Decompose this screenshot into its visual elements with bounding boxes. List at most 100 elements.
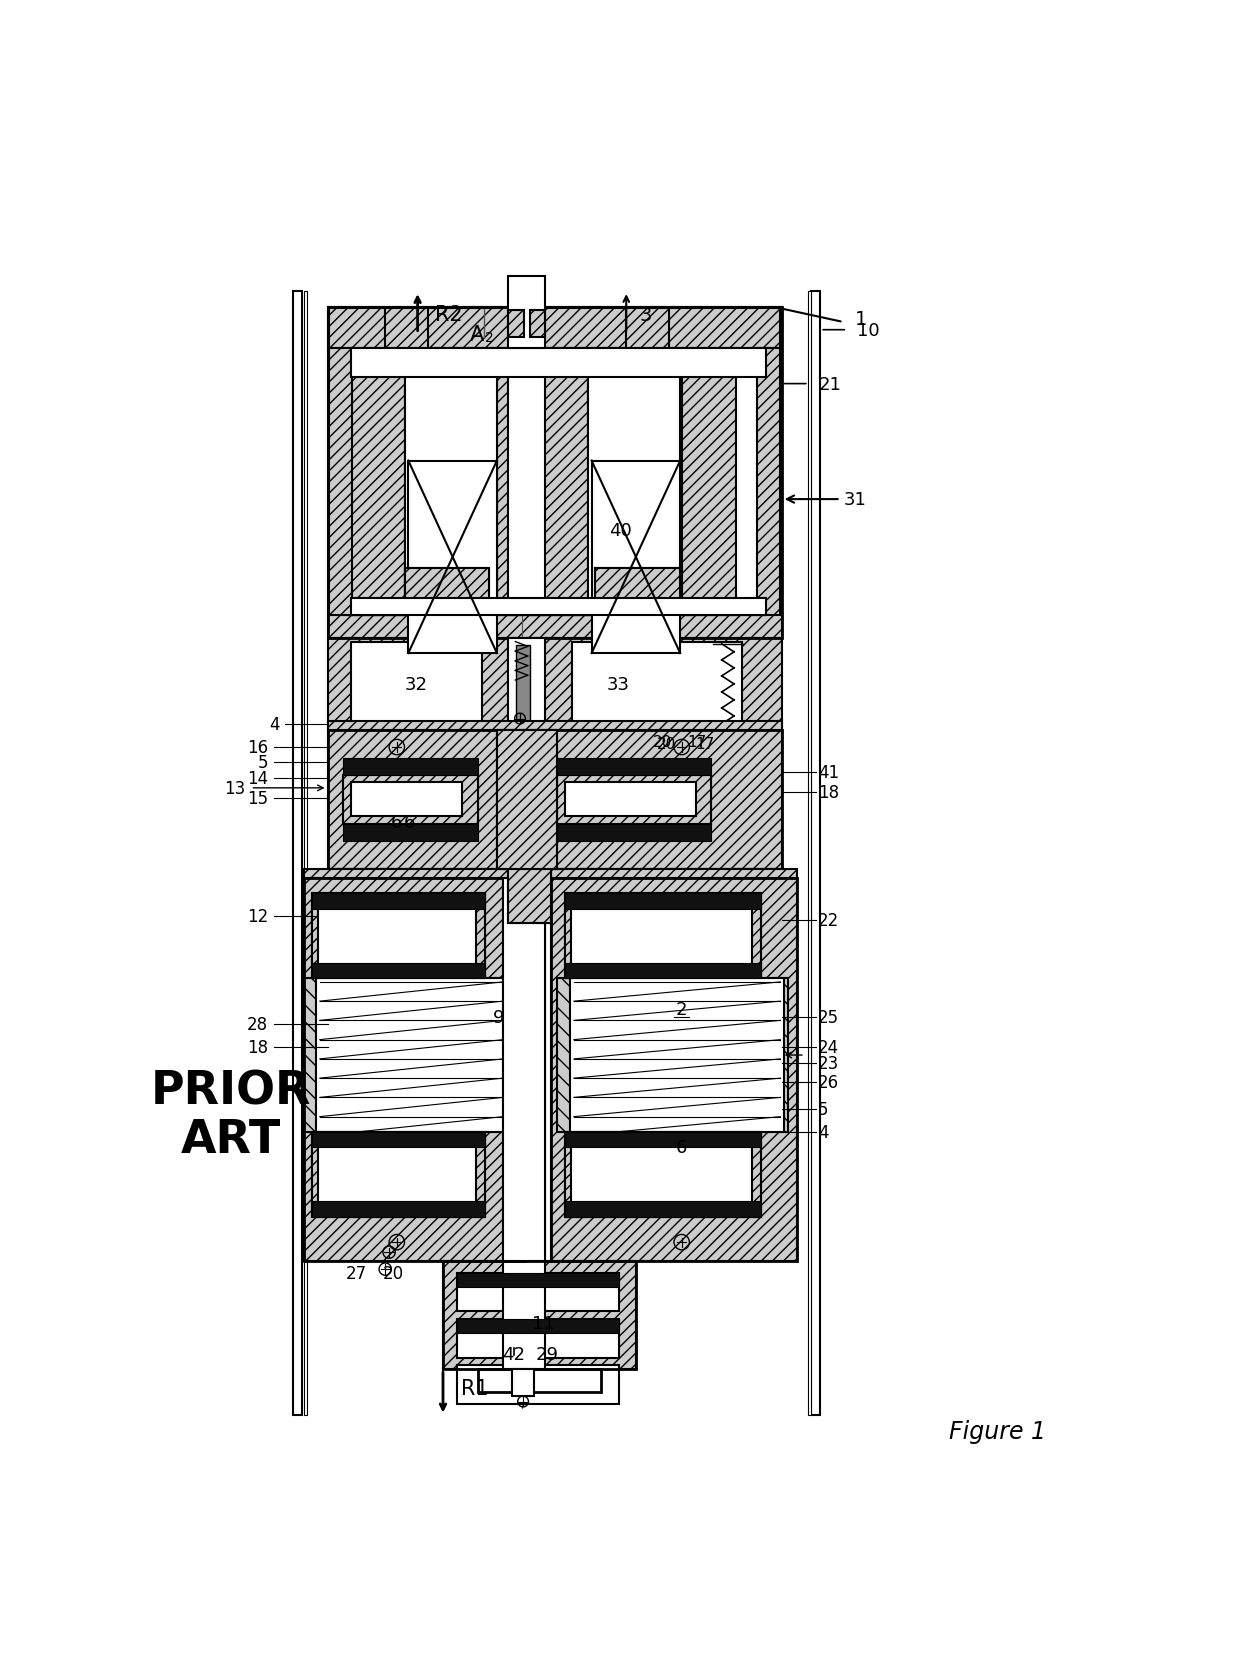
Text: 2: 2 (485, 331, 494, 344)
Text: 23: 23 (818, 1053, 839, 1072)
Text: 4: 4 (818, 1123, 828, 1142)
Bar (557, 775, 711, 825)
Bar (529, 311, 546, 338)
Bar (564, 1133, 761, 1148)
Bar (503, 879, 546, 1261)
Bar (343, 825, 477, 842)
Text: 4: 4 (269, 716, 280, 734)
Text: 20: 20 (657, 737, 676, 752)
Bar (351, 784, 463, 817)
Text: 27: 27 (346, 1265, 367, 1283)
Bar (351, 599, 766, 616)
Bar (304, 978, 508, 1133)
Text: 41: 41 (818, 764, 839, 782)
Text: 29: 29 (536, 1345, 558, 1363)
Text: 11: 11 (532, 1315, 554, 1333)
Bar (811, 291, 821, 1416)
Text: A: A (470, 324, 484, 344)
Text: 32: 32 (404, 676, 428, 694)
Bar (456, 1273, 619, 1286)
Bar (293, 291, 303, 1416)
Bar (503, 730, 546, 1369)
Bar (312, 1133, 485, 1216)
Bar (503, 730, 546, 869)
Bar (327, 869, 781, 879)
Bar (386, 310, 428, 349)
Bar (508, 862, 551, 924)
Text: PRIOR
ART: PRIOR ART (151, 1068, 311, 1161)
Bar (557, 825, 711, 842)
Text: 14: 14 (247, 769, 268, 787)
Bar (497, 730, 557, 869)
Text: 10: 10 (857, 321, 880, 339)
Bar (404, 569, 490, 599)
Bar (626, 310, 668, 349)
Bar (343, 775, 477, 825)
Bar (570, 1138, 751, 1206)
Bar (456, 1366, 619, 1404)
Bar (456, 1320, 619, 1358)
Bar (443, 1261, 635, 1369)
Bar (508, 311, 523, 338)
Text: 13: 13 (224, 779, 246, 797)
Bar (343, 775, 477, 825)
Bar (557, 978, 787, 1133)
Bar (456, 1320, 619, 1333)
Bar (564, 1133, 761, 1216)
Bar (351, 349, 404, 616)
Bar (682, 349, 735, 616)
Text: 31: 31 (787, 491, 867, 509)
Bar (351, 642, 481, 727)
Bar (329, 349, 352, 616)
Bar (570, 978, 784, 1133)
Bar (404, 569, 490, 599)
Bar (758, 349, 780, 616)
Bar (564, 784, 696, 817)
Bar (497, 730, 557, 869)
Text: 25: 25 (818, 1008, 839, 1027)
Bar (343, 759, 477, 775)
Bar (551, 730, 781, 869)
Bar (304, 291, 306, 1416)
Bar (564, 1201, 761, 1216)
Bar (312, 894, 485, 909)
Bar (316, 978, 507, 1133)
Text: 42: 42 (502, 1345, 526, 1363)
Bar (312, 894, 485, 978)
Text: 3: 3 (640, 306, 652, 324)
Text: 18: 18 (247, 1038, 268, 1057)
Bar (327, 730, 508, 869)
Text: 22: 22 (818, 912, 839, 930)
Text: 20: 20 (382, 1265, 403, 1283)
Text: 18: 18 (818, 784, 839, 802)
Bar (312, 1133, 485, 1148)
Bar (551, 879, 797, 1261)
Bar (327, 730, 508, 869)
Bar (508, 276, 546, 349)
Bar (516, 646, 529, 722)
Text: 5: 5 (258, 754, 268, 772)
Bar (327, 308, 781, 349)
Text: 9: 9 (492, 1008, 505, 1027)
Bar (312, 1133, 485, 1216)
Text: 12: 12 (247, 909, 268, 925)
Bar (595, 569, 681, 599)
Bar (477, 1369, 601, 1393)
Bar (327, 308, 781, 639)
Bar (808, 291, 811, 1416)
Text: 28: 28 (247, 1015, 268, 1033)
Bar (345, 349, 405, 616)
Text: R1: R1 (461, 1378, 489, 1399)
Bar (557, 759, 711, 775)
Bar (508, 639, 546, 730)
Bar (327, 308, 781, 639)
Bar (304, 879, 523, 1261)
Bar (312, 1201, 485, 1216)
Text: 40: 40 (609, 521, 631, 539)
Bar (497, 349, 588, 616)
Bar (351, 349, 766, 616)
Bar (564, 894, 761, 978)
Bar (557, 775, 711, 825)
Bar (508, 862, 551, 924)
Text: 24: 24 (818, 1038, 839, 1057)
